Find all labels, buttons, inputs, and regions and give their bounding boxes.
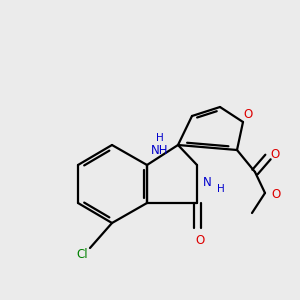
Text: Cl: Cl bbox=[76, 248, 88, 262]
Text: H: H bbox=[156, 133, 164, 143]
Text: H: H bbox=[217, 184, 225, 194]
Text: NH: NH bbox=[151, 143, 169, 157]
Text: N: N bbox=[202, 176, 211, 188]
Text: O: O bbox=[272, 188, 280, 202]
Text: O: O bbox=[243, 109, 253, 122]
Text: O: O bbox=[270, 148, 280, 161]
Text: O: O bbox=[195, 233, 205, 247]
